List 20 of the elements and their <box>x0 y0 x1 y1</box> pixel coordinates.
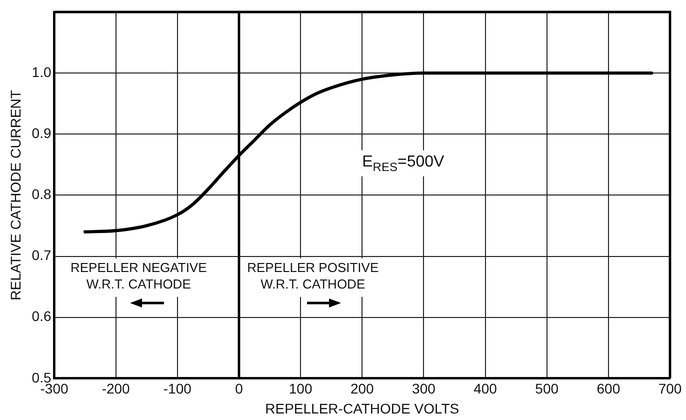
text: 1.0 <box>32 64 52 80</box>
x-tick-label: 300 <box>412 380 436 397</box>
annotation: REPELLER POSITIVE W.R.T. CATHODE <box>247 260 379 292</box>
y-tick-label: 0.9 <box>32 124 52 141</box>
x-tick-label: -100 <box>163 380 192 397</box>
annotation: REPELLER NEGATIVE W.R.T. CATHODE <box>70 260 208 292</box>
y-axis-title: RELATIVE CATHODE CURRENT <box>7 90 24 300</box>
x-tick-label: 500 <box>535 380 559 397</box>
y-tick-label: 0.5 <box>32 369 52 386</box>
y-tick-label: 0.8 <box>32 186 52 202</box>
x-tick-label: 100 <box>288 380 312 397</box>
x-tick-label: 600 <box>596 380 620 397</box>
x-tick-label: 400 <box>474 380 498 397</box>
x-tick-label: 0 <box>235 380 244 397</box>
x-axis-title: REPELLER-CATHODE VOLTS <box>265 400 460 416</box>
y-tick-label: 0.6 <box>32 308 52 324</box>
x-tick-label: 700 <box>658 380 682 397</box>
y-tick-label: 0.7 <box>32 247 52 264</box>
x-tick-label: -200 <box>102 380 130 397</box>
x-tick-label: 200 <box>350 380 374 397</box>
